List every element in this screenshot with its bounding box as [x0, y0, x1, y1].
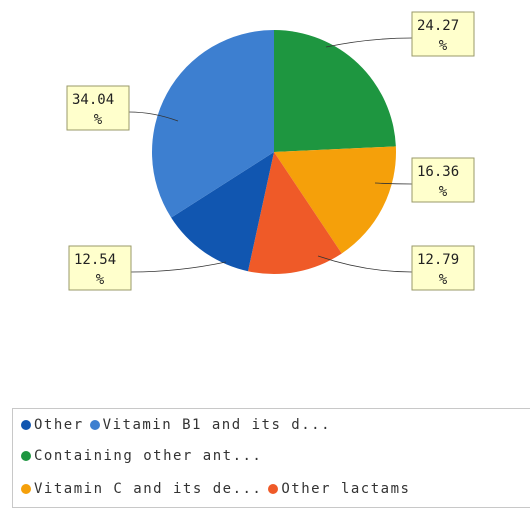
pie-chart: 24.27%16.36%12.79%12.54%34.04%: [66, 11, 475, 291]
legend-item[interactable]: Other lactams: [268, 481, 410, 497]
legend-marker: [21, 420, 31, 430]
data-label-unit: %: [96, 272, 105, 288]
data-label-unit: %: [94, 112, 103, 128]
pie-slice: [247, 152, 342, 274]
legend-label: Vitamin B1 and its d...: [102, 417, 332, 433]
leader-line: [128, 111, 179, 122]
legend-item[interactable]: Vitamin C and its de...: [21, 481, 262, 497]
chart-legend: Other Vitamin B1 and its d... Containing o…: [12, 408, 530, 508]
data-label-box: [411, 245, 475, 291]
leader-line: [317, 255, 413, 273]
data-label-box: [411, 157, 475, 203]
legend-row: Containing other ant...: [21, 448, 268, 464]
legend-row: Other Vitamin B1 and its d...: [21, 417, 337, 433]
legend-marker: [268, 484, 279, 494]
pie-slice: [274, 146, 396, 254]
data-label-unit: %: [439, 272, 448, 288]
data-label-box: [411, 11, 475, 57]
legend-label: Containing other ant...: [34, 448, 263, 464]
legend-label: Other: [34, 417, 84, 433]
legend-item[interactable]: Containing other ant...: [21, 448, 262, 464]
pie-slice: [274, 30, 396, 152]
leader-line: [130, 261, 227, 273]
leader-line: [374, 182, 413, 185]
legend-label: Other lactams: [281, 481, 411, 497]
data-label: 16.36%: [411, 157, 475, 203]
data-label-unit: %: [439, 184, 448, 200]
data-label-box: [66, 85, 130, 131]
pie-slice: [152, 30, 274, 218]
data-label: 34.04%: [66, 85, 130, 131]
data-label-value: 34.04: [72, 92, 114, 108]
legend-marker: [89, 420, 100, 430]
legend-label: Vitamin C and its de...: [34, 481, 263, 497]
leader-line: [325, 37, 413, 48]
data-label-unit: %: [439, 38, 448, 54]
data-label: 12.54%: [68, 245, 132, 291]
data-label-value: 12.54: [74, 252, 116, 268]
data-label-box: [68, 245, 132, 291]
data-label-value: 24.27: [417, 18, 459, 34]
pie-slice: [171, 152, 274, 272]
legend-marker: [21, 451, 31, 461]
data-label-value: 16.36: [417, 164, 459, 180]
legend-row: Vitamin C and its de... Other lactams: [21, 481, 416, 497]
legend-item[interactable]: Other: [21, 417, 84, 433]
data-label-value: 12.79: [417, 252, 459, 268]
legend-item[interactable]: Vitamin B1 and its d...: [89, 417, 332, 433]
legend-marker: [21, 484, 31, 494]
data-label: 24.27%: [411, 11, 475, 57]
data-label: 12.79%: [411, 245, 475, 291]
